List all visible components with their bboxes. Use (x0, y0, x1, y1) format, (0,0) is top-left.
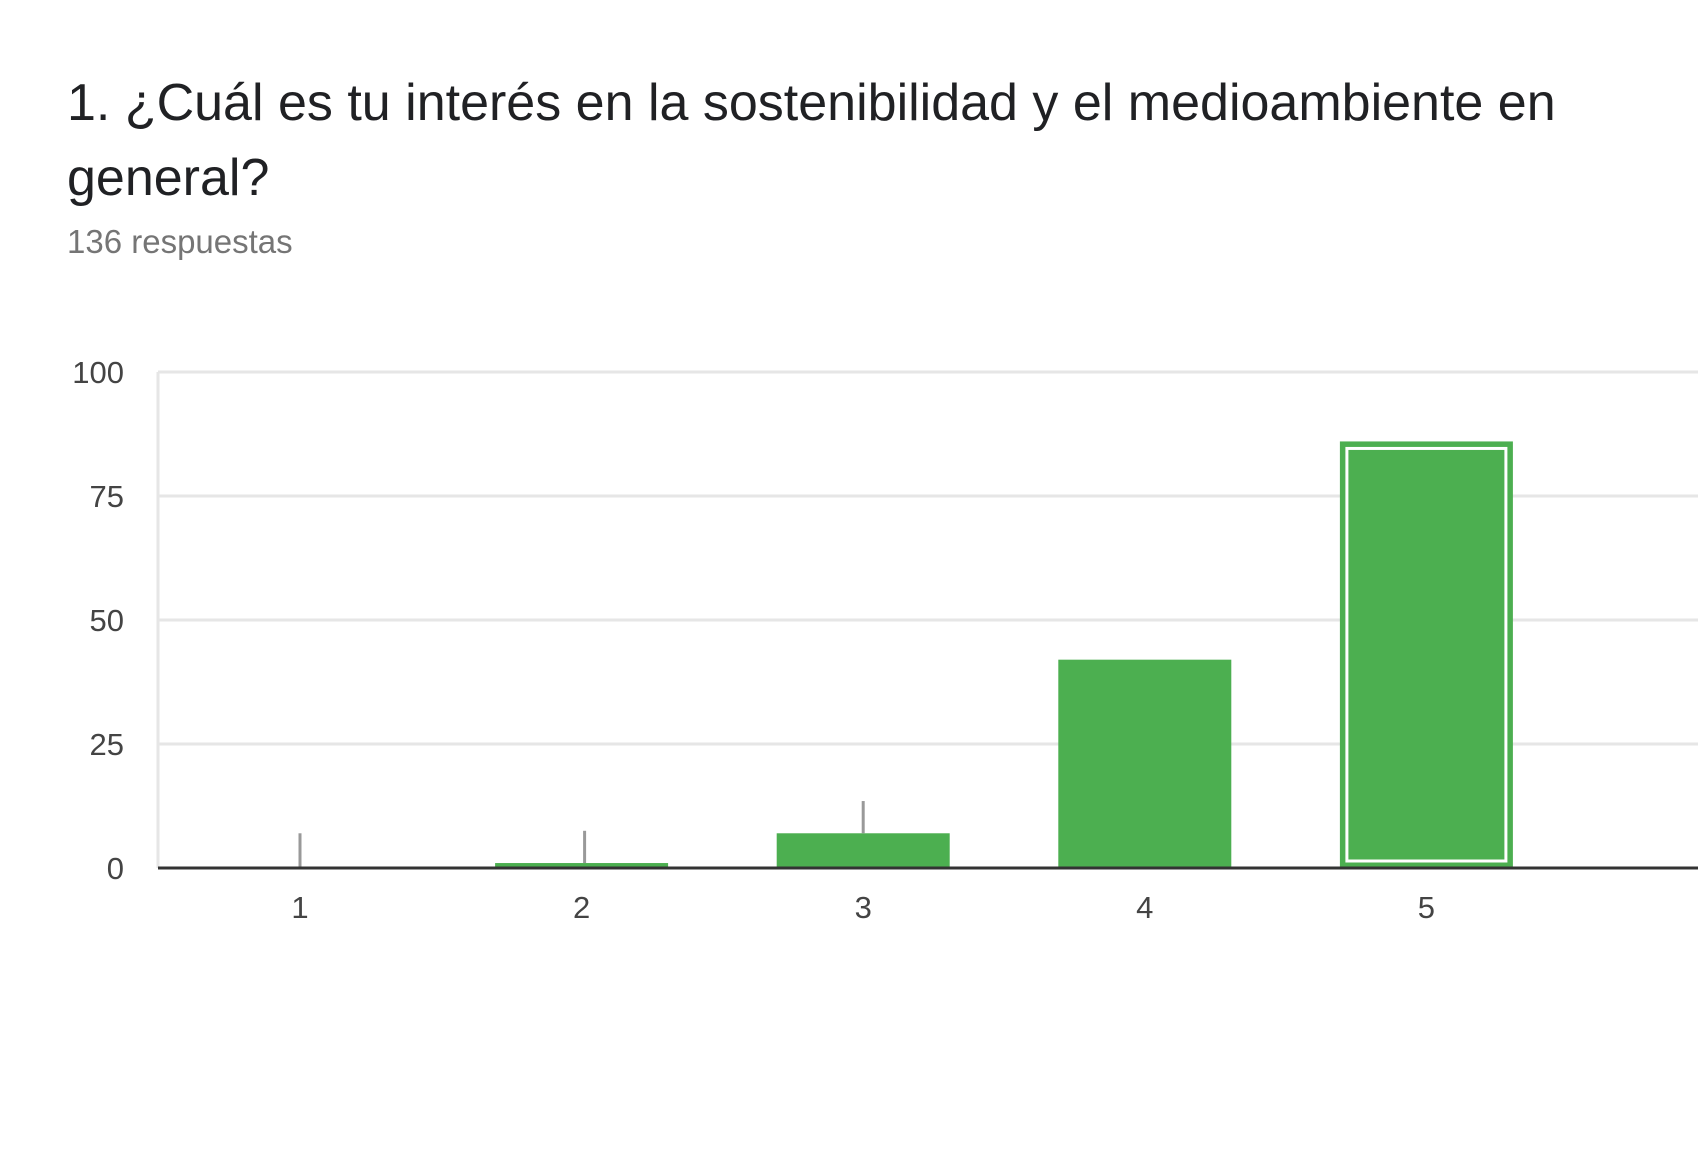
error-bars (298, 801, 865, 868)
bar-4[interactable] (1058, 659, 1232, 868)
y-tick-label: 0 (107, 851, 124, 886)
x-tick-label: 4 (1136, 890, 1153, 925)
x-axis-ticks: 1 2 3 4 5 (158, 866, 1698, 925)
response-count: 136 respuestas (67, 223, 293, 260)
y-tick-label: 50 (90, 603, 124, 638)
bars (495, 441, 1513, 868)
y-tick-label: 25 (90, 727, 124, 762)
bar-2[interactable] (495, 863, 669, 868)
x-tick-label: 3 (855, 890, 872, 925)
x-tick-label: 1 (291, 890, 308, 925)
y-tick-label: 100 (72, 355, 124, 390)
y-axis-ticks: 0 25 50 75 100 (72, 355, 124, 886)
bar-5[interactable] (1339, 441, 1513, 868)
y-tick-label: 75 (90, 479, 124, 514)
question-title: 1. ¿Cuál es tu interés en la sostenibili… (67, 74, 1556, 207)
bar-3[interactable] (776, 833, 950, 868)
bar-highlight-outline (1345, 446, 1508, 863)
x-tick-label: 2 (573, 890, 590, 925)
x-tick-label: 5 (1418, 890, 1435, 925)
